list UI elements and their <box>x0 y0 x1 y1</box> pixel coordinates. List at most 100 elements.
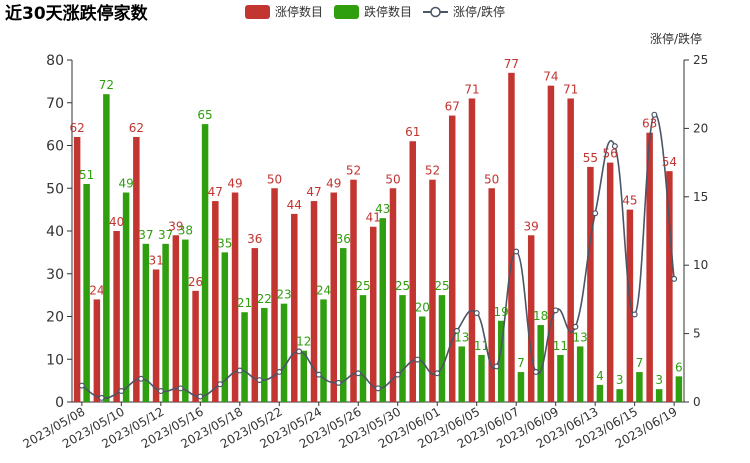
ratio-point <box>592 210 599 217</box>
ratio-point <box>177 385 184 392</box>
ratio-point <box>256 377 263 384</box>
data-label-limit-down: 4 <box>596 369 604 383</box>
ratio-line <box>78 111 678 401</box>
legend[interactable]: 涨停数目 跌停数目 涨停/跌停 <box>245 4 505 19</box>
ratio-point <box>315 371 322 378</box>
data-label-limit-up: 41 <box>366 211 381 225</box>
data-label-limit-up: 40 <box>109 215 124 229</box>
bar-limit-up <box>606 162 614 402</box>
ratio-point <box>651 111 658 118</box>
data-label-limit-up: 24 <box>89 283 104 297</box>
data-label-limit-down: 20 <box>415 301 430 315</box>
bar-limit-up <box>646 132 653 403</box>
legend-label-limit-down: 跌停数目 <box>364 4 412 19</box>
legend-label-limit-up: 涨停数目 <box>275 4 323 19</box>
data-label-limit-down: 22 <box>257 292 272 306</box>
ratio-point <box>611 143 618 150</box>
ratio-point <box>532 368 539 375</box>
bar-limit-down <box>576 346 584 402</box>
bar-limit-down <box>300 350 308 402</box>
bar-limit-down <box>359 295 367 402</box>
bar-limit-up <box>666 171 673 402</box>
data-label-limit-down: 38 <box>178 224 193 238</box>
data-label-limit-down: 13 <box>573 330 588 344</box>
bar-limit-down <box>675 376 683 402</box>
bar-limit-down <box>261 307 268 402</box>
legend-swatch-limit-down <box>334 5 359 19</box>
data-label-limit-down: 7 <box>636 356 644 370</box>
data-label-limit-down: 25 <box>434 279 449 293</box>
data-label-limit-down: 25 <box>355 279 370 293</box>
ratio-point <box>296 348 303 355</box>
data-label-limit-down: 19 <box>494 305 509 319</box>
ratio-point <box>552 307 559 314</box>
bar-limit-up <box>172 235 180 402</box>
bar-limit-down <box>103 94 110 402</box>
data-label-limit-down: 23 <box>276 288 291 302</box>
bar-limit-up <box>192 290 199 402</box>
data-label-limit-up: 54 <box>662 155 677 169</box>
legend-marker-ratio <box>430 6 441 18</box>
bar-limit-down <box>655 389 663 402</box>
legend-item-limit-up[interactable]: 涨停数目 <box>245 4 323 19</box>
bar-limit-down <box>280 303 288 402</box>
data-label-limit-down: 37 <box>138 228 153 242</box>
bar-limit-down <box>122 192 130 402</box>
legend-item-limit-down[interactable]: 跌停数目 <box>334 4 412 19</box>
legend-item-ratio[interactable]: 涨停/跌停 <box>423 4 505 19</box>
ratio-point <box>276 368 283 375</box>
data-label-limit-up: 62 <box>69 121 84 135</box>
y-right-tick-label: 20 <box>693 121 708 135</box>
bar-limit-up <box>409 141 416 402</box>
data-label-limit-down: 24 <box>316 283 331 297</box>
bar-limit-up <box>468 98 476 402</box>
y-right-tick-label: 15 <box>693 190 708 204</box>
bar-limit-up <box>587 166 594 402</box>
bar-limit-up <box>547 85 555 403</box>
bar-limit-down <box>438 295 446 402</box>
bar-limit-down <box>497 320 505 402</box>
y-right-tick-label: 10 <box>693 258 708 272</box>
bar-limit-up <box>626 209 634 402</box>
y-left-tick-label: 50 <box>46 181 64 197</box>
bar-limit-up <box>231 192 239 402</box>
data-label-limit-down: 6 <box>675 360 683 374</box>
data-label-limit-down: 21 <box>237 296 252 310</box>
bar-limit-down <box>162 243 169 402</box>
y-right-tick-label: 0 <box>693 395 701 409</box>
data-label-limit-up: 77 <box>504 57 519 71</box>
data-label-limit-up: 56 <box>603 147 618 161</box>
ratio-point <box>394 371 401 378</box>
data-label-limit-down: 36 <box>336 232 351 246</box>
data-labels: 6251247240496237313739382665473549213622… <box>69 57 682 387</box>
ratio-point <box>217 381 224 388</box>
bar-limit-down <box>379 218 386 402</box>
data-label-limit-down: 12 <box>296 335 311 349</box>
data-label-limit-down: 37 <box>158 228 173 242</box>
data-label-limit-up: 62 <box>129 121 144 135</box>
bar-limit-up <box>310 201 318 402</box>
data-label-limit-down: 18 <box>533 309 548 323</box>
data-label-limit-up: 50 <box>385 172 400 186</box>
ratio-point <box>473 310 480 317</box>
data-label-limit-up: 26 <box>188 275 203 289</box>
legend-label-ratio: 涨停/跌停 <box>453 4 505 19</box>
y-left-tick-label: 60 <box>46 139 64 155</box>
bar-limit-up <box>448 115 456 402</box>
ratio-point <box>355 370 362 377</box>
bar-limit-up <box>508 72 515 402</box>
data-label-limit-up: 45 <box>622 194 637 208</box>
bar-limit-up <box>212 201 219 402</box>
bar-limit-down <box>596 384 604 402</box>
bar-limit-up <box>370 226 377 402</box>
bar-limit-down <box>182 239 189 402</box>
chart-title: 近30天涨跌停家数 <box>5 3 149 24</box>
ratio-point <box>671 275 678 282</box>
data-label-limit-up: 44 <box>287 198 302 212</box>
data-label-limit-up: 49 <box>326 177 341 191</box>
bar-limit-down <box>83 183 90 402</box>
bar-limit-up <box>330 192 338 402</box>
y-left-tick-label: 0 <box>55 395 64 411</box>
bar-limit-down <box>142 243 150 402</box>
